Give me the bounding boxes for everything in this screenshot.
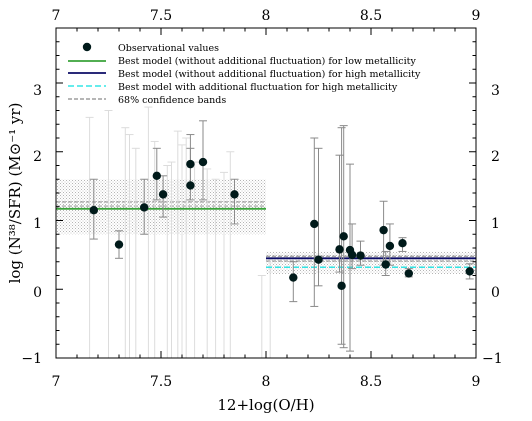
legend-label: Best model (without additional fluctuati… xyxy=(118,69,421,80)
observation-point xyxy=(337,281,346,291)
x-tick-label-bottom: 9 xyxy=(472,374,481,390)
observation-point xyxy=(339,232,348,241)
x-tick-label-top: 8 xyxy=(262,8,271,24)
x-tick-label-top: 7 xyxy=(52,8,61,24)
x-tick-label-bottom: 8 xyxy=(262,374,271,390)
left-tick-labels: −1 0 1 2 3 xyxy=(21,83,42,367)
high-metallicity-band xyxy=(266,251,476,275)
observation-point xyxy=(465,267,474,276)
y-tick-label-right: −1 xyxy=(482,351,503,367)
observation-point xyxy=(356,251,365,260)
observation-point xyxy=(381,260,390,269)
faint-errorbar-layer xyxy=(85,106,275,358)
observation-point xyxy=(347,250,357,260)
legend-label: Best model with additional fluctuation f… xyxy=(118,82,398,93)
observation-point xyxy=(152,171,161,181)
x-tick-label-top: 9 xyxy=(472,8,481,24)
observation-point xyxy=(186,181,195,190)
x-tick-label-bottom: 7 xyxy=(52,374,61,390)
low-metallicity-band xyxy=(56,179,266,235)
axis-ticks xyxy=(55,27,477,359)
y-axis-title: log (N³⁸/SFR) (M⊙⁻¹ yr) xyxy=(6,103,24,284)
observation-point xyxy=(398,238,407,248)
y-tick-label-right: 2 xyxy=(491,149,500,165)
observation-point xyxy=(230,190,239,199)
x-tick-label-bottom: 7.5 xyxy=(150,374,172,390)
observation-point xyxy=(314,255,323,264)
legend-point-marker xyxy=(82,42,92,52)
observation-point xyxy=(310,219,319,229)
observation-point xyxy=(379,225,388,235)
x-tick-label-top: 7.5 xyxy=(150,8,172,24)
y-tick-label-right: 0 xyxy=(491,285,500,301)
observation-point xyxy=(140,203,149,212)
top-tick-labels: 7 7.5 8 8.5 9 xyxy=(52,8,481,24)
y-tick-label-left: 0 xyxy=(33,285,42,301)
y-tick-label-left: −1 xyxy=(21,351,42,367)
y-tick-label-left: 3 xyxy=(33,83,42,99)
observation-point xyxy=(385,241,395,251)
observation-point xyxy=(158,190,168,199)
y-tick-label-right: 1 xyxy=(491,216,500,232)
legend: Observational values Best model (without… xyxy=(68,42,421,106)
observation-point xyxy=(186,159,195,169)
legend-label: Best model (without additional fluctuati… xyxy=(118,56,416,67)
observation-point-layer xyxy=(89,157,474,291)
x-axis-title: 12+log(O/H) xyxy=(217,396,314,414)
observation-point xyxy=(289,273,298,282)
y-tick-label-right: 3 xyxy=(491,83,500,99)
right-tick-labels: −1 0 1 2 3 xyxy=(482,83,503,367)
observation-point xyxy=(89,205,99,215)
x-tick-label-bottom: 8.5 xyxy=(360,374,382,390)
observation-point xyxy=(404,269,413,278)
x-tick-label-top: 8.5 xyxy=(360,8,382,24)
observation-point xyxy=(114,240,124,249)
y-tick-label-left: 1 xyxy=(33,216,42,232)
bottom-tick-labels: 7 7.5 8 8.5 9 xyxy=(52,374,481,390)
legend-label: Observational values xyxy=(118,43,219,54)
y-tick-label-left: 2 xyxy=(33,149,42,165)
observation-point xyxy=(335,245,344,254)
observation-point xyxy=(198,157,208,167)
legend-label: 68% confidence bands xyxy=(118,95,226,106)
